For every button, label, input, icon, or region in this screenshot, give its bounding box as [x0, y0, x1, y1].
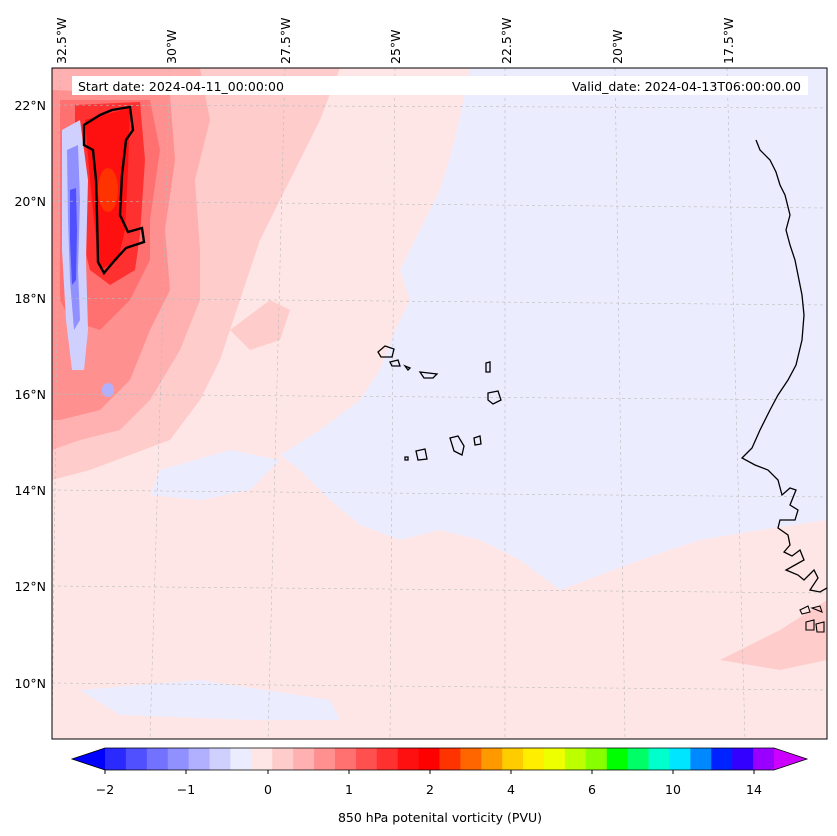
- colorbar-segment: [251, 748, 273, 770]
- colorbar-tick-label: 0: [264, 782, 272, 797]
- latitude-labels: 22°N 20°N 18°N 16°N 14°N 12°N 10°N: [14, 98, 46, 691]
- colorbar-segment: [606, 748, 629, 770]
- lat-label: 14°N: [14, 483, 46, 498]
- colorbar-segment: [439, 748, 461, 770]
- longitude-labels: 32.5°W 30°W 27.5°W 25°W 22.5°W 20°W 17.5…: [54, 18, 736, 64]
- lat-label: 18°N: [14, 291, 46, 306]
- colorbar-segment: [418, 748, 440, 770]
- negative-pv-blob: [102, 383, 114, 397]
- colorbar-segment: [355, 748, 378, 770]
- lon-label: 30°W: [164, 29, 179, 64]
- colorbar-segment: [125, 748, 148, 770]
- colorbar-segment: [627, 748, 650, 770]
- bijagos-islands: [799, 605, 825, 633]
- lon-label: 27.5°W: [278, 18, 293, 64]
- lon-label: 32.5°W: [54, 18, 69, 64]
- lon-label: 22.5°W: [499, 18, 514, 64]
- colorbar-tick-label: 4: [507, 782, 515, 797]
- colorbar-segment: [188, 748, 211, 770]
- colorbar-segment: [753, 748, 775, 770]
- colorbar-segment: [523, 748, 545, 770]
- colorbar-segment: [711, 748, 733, 770]
- colorbar-tick-label: 6: [588, 782, 596, 797]
- colorbar-segment: [397, 748, 420, 770]
- lon-label: 20°W: [610, 29, 625, 64]
- colorbar-segment: [209, 748, 231, 770]
- colorbar-segment: [690, 748, 712, 770]
- colorbar-segment: [105, 748, 127, 770]
- colorbar-segment: [334, 748, 357, 770]
- colorbar-segment: [460, 748, 482, 770]
- lon-label: 17.5°W: [721, 18, 736, 64]
- positive-pv-peak: [98, 168, 118, 212]
- colorbar-tick-label: −1: [177, 782, 195, 797]
- negative-pv-streak-core: [70, 188, 77, 285]
- colorbar-tick-label: 1: [345, 782, 353, 797]
- lat-label: 12°N: [14, 579, 46, 594]
- colorbar-segment: [669, 748, 691, 770]
- lat-label: 22°N: [14, 98, 46, 113]
- valid-date-label: Valid_date: 2024-04-13T06:00:00.00: [572, 79, 801, 94]
- colorbar: [70, 747, 809, 774]
- gridlines: [52, 68, 827, 739]
- lat-label: 10°N: [14, 676, 46, 691]
- colorbar-segment: [502, 748, 524, 770]
- positive-pv-wave: [230, 300, 290, 350]
- colorbar-segment: [146, 748, 169, 770]
- start-date-label: Start date: 2024-04-11_00:00:00: [78, 79, 284, 94]
- pv-field: [52, 68, 827, 739]
- colorbar-tick-label: 14: [746, 782, 762, 797]
- colorbar-tick-label: 10: [665, 782, 681, 797]
- colorbar-segment: [314, 748, 336, 770]
- colorbar-label: 850 hPa potenital vorticity (PVU): [338, 810, 542, 825]
- map-frame: [51, 67, 828, 740]
- positive-pv-south: [720, 600, 827, 670]
- colorbar-tick-label: −2: [96, 782, 114, 797]
- weak-negative-pv-patch: [150, 450, 280, 500]
- colorbar-segment: [732, 748, 754, 770]
- colorbar-segment: [167, 748, 190, 770]
- lat-label: 16°N: [14, 387, 46, 402]
- colorbar-segment: [585, 748, 608, 770]
- colorbar-tick-label: 2: [426, 782, 434, 797]
- pv-2-contour: [82, 105, 146, 276]
- cape-verde-islands: [377, 345, 502, 461]
- african-coastline: [740, 68, 827, 593]
- colorbar-segment: [293, 748, 315, 770]
- colorbar-segment: [230, 748, 252, 770]
- colorbar-ticks: −2 −1 0 1 2 4 6 10 14: [96, 782, 762, 797]
- weak-negative-pv-patch-south: [80, 680, 340, 720]
- colorbar-extend-max: [774, 748, 807, 770]
- colorbar-segment: [564, 748, 587, 770]
- colorbar-segment: [648, 748, 670, 770]
- lon-label: 25°W: [388, 29, 403, 64]
- weak-negative-pv-region: [280, 68, 827, 590]
- colorbar-segment: [376, 748, 399, 770]
- colorbar-extend-min: [72, 748, 105, 770]
- colorbar-segment: [272, 748, 294, 770]
- colorbar-segment: [544, 748, 566, 770]
- lat-label: 20°N: [14, 194, 46, 209]
- colorbar-segment: [481, 748, 503, 770]
